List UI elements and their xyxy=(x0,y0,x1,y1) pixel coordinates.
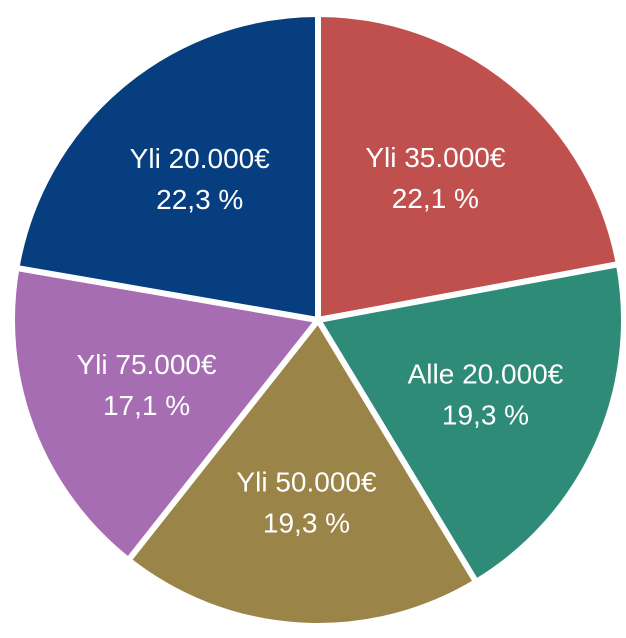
slice-value-label: 22,1 % xyxy=(392,183,479,214)
slice-label: Yli 75.000€ xyxy=(76,349,217,380)
slice-label: Yli 20.000€ xyxy=(130,143,271,174)
pie-slice xyxy=(124,314,481,629)
pie-slice xyxy=(313,260,626,587)
pie-slice xyxy=(12,10,321,324)
slice-value-label: 17,1 % xyxy=(103,390,190,421)
pie-slice xyxy=(9,264,324,565)
slice-value-label: 19,3 % xyxy=(442,400,529,431)
slice-value-label: 19,3 % xyxy=(263,508,350,539)
slice-label: Yli 50.000€ xyxy=(236,467,377,498)
pie-slice xyxy=(315,10,623,324)
slice-label: Alle 20.000€ xyxy=(408,359,564,390)
slice-value-label: 22,3 % xyxy=(156,184,243,215)
slice-label: Yli 35.000€ xyxy=(365,142,506,173)
